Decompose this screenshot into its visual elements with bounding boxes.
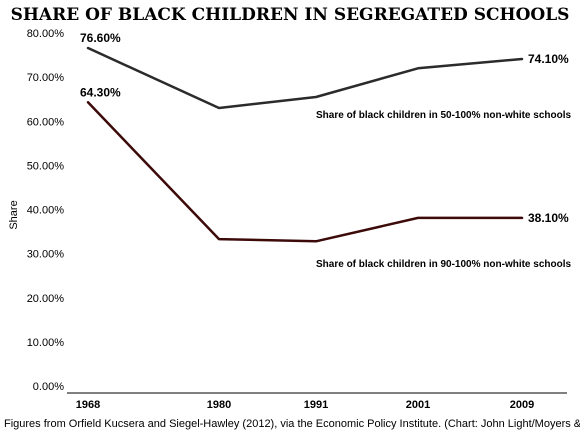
y-axis-label: Share <box>8 200 20 229</box>
y-tick-label: 50.00% <box>27 160 65 172</box>
y-tick-label: 60.00% <box>27 116 65 128</box>
x-tick-label: 2009 <box>510 399 534 411</box>
series-lines <box>86 46 524 243</box>
series-point-0 <box>87 47 89 49</box>
y-tick-labels: 0.00% 10.00% 20.00% 30.00% 40.00% 50.00% 60.00… <box>27 28 65 393</box>
y-tick-label: 40.00% <box>27 205 65 217</box>
series-point-1 <box>417 217 419 219</box>
series-point-0 <box>417 67 419 69</box>
series-line-1 <box>86 101 524 243</box>
series-label-90-100: Share of black children in 90-100% non-w… <box>316 259 572 270</box>
series-point-1 <box>87 101 89 103</box>
x-tick-label: 2001 <box>406 399 430 411</box>
series-line-0 <box>86 46 524 110</box>
y-tick-label: 0.00% <box>33 381 64 393</box>
data-labels: 76.60% 74.10% 64.30% 38.10% <box>80 31 569 225</box>
series-point-0 <box>218 107 220 109</box>
data-label-first-0: 76.60% <box>80 31 121 45</box>
series-point-1 <box>218 238 220 240</box>
chart-title: SHARE OF BLACK CHILDREN IN SEGREGATED SC… <box>11 5 570 25</box>
y-tick-label: 30.00% <box>27 249 65 261</box>
x-tick-label: 1980 <box>207 399 231 411</box>
series-label-50-100: Share of black children in 50-100% non-w… <box>316 110 572 121</box>
y-tick-label: 70.00% <box>27 72 65 84</box>
data-label-last-1: 38.10% <box>528 211 569 225</box>
data-label-last-0: 74.10% <box>528 52 569 66</box>
x-tick-labels: 1968 1980 1991 2001 2009 <box>76 399 534 411</box>
series-point-0 <box>315 96 317 98</box>
y-tick-label: 80.00% <box>27 28 65 40</box>
y-tick-label: 20.00% <box>27 293 65 305</box>
source-note: Figures from Orfield Kucsera and Siegel-… <box>4 418 580 430</box>
x-tick-label: 1968 <box>76 399 100 411</box>
series-point-1 <box>521 217 523 219</box>
x-tick-label: 1991 <box>304 399 328 411</box>
y-tick-label: 10.00% <box>27 337 65 349</box>
series-point-1 <box>315 240 317 242</box>
data-label-first-1: 64.30% <box>80 85 121 99</box>
series-point-0 <box>521 58 523 60</box>
